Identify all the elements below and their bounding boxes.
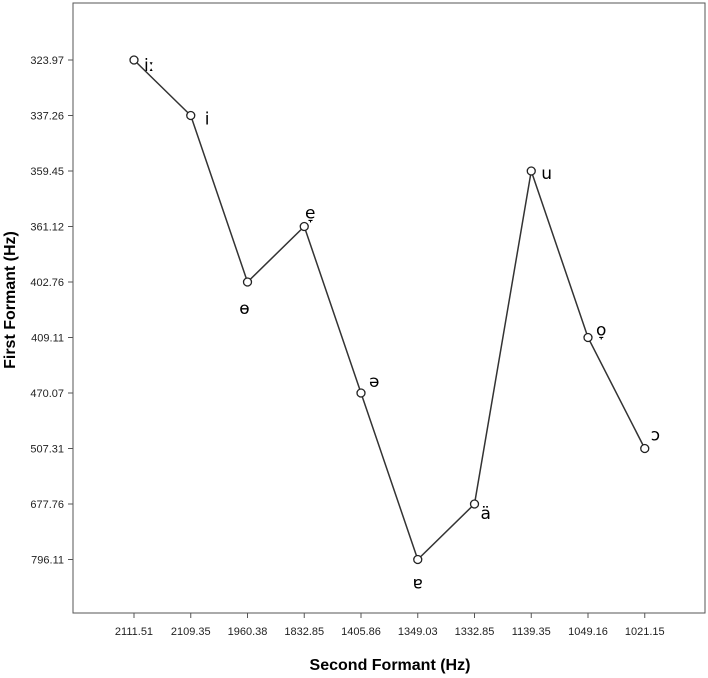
vowel-label: ɔ (651, 426, 660, 446)
x-tick-label: 1960.38 (228, 626, 268, 638)
vowel-label: ə (369, 372, 379, 392)
data-point (583, 332, 593, 343)
data-point (242, 277, 253, 287)
y-tick-label: 337.26 (30, 111, 64, 123)
y-tick-label: 409.11 (31, 333, 64, 345)
data-point (413, 554, 423, 565)
vowel-label: ä (481, 504, 491, 524)
series-layer: iː i ɵ e̞ ə ɐ ä u o̞ ɔ (129, 55, 660, 594)
x-tick-label: 1405.86 (341, 626, 381, 638)
y-tick-label: 402.76 (30, 277, 64, 289)
vowel-label: ɵ (239, 299, 249, 319)
data-point (129, 55, 139, 65)
data-point (186, 110, 196, 121)
y-tick-label: 796.11 (31, 555, 64, 567)
vowel-label: i (205, 110, 210, 130)
x-tick-label: 2111.51 (115, 626, 153, 638)
x-tick-label: 1049.16 (568, 626, 608, 638)
y-axis-title: First Formant (Hz) (2, 231, 19, 369)
vowel-label: iː (144, 56, 154, 76)
y-tick-label: 361.12 (30, 222, 64, 234)
vowel-label: u (541, 164, 552, 184)
vowel-label: e̞ (305, 204, 315, 224)
x-tick-label: 2109.35 (171, 626, 211, 638)
y-axis-ticks: 323.97 337.26 359.45 361.12 402.76 409.11 470.… (30, 55, 73, 567)
y-tick-label: 323.97 (30, 55, 64, 67)
data-point (469, 499, 480, 509)
x-tick-label: 1349.03 (398, 626, 438, 638)
x-tick-label: 1139.35 (512, 626, 551, 638)
y-tick-label: 470.07 (30, 388, 64, 400)
vowel-label: o̞ (596, 321, 606, 341)
vowel-label: ɐ (413, 574, 423, 594)
data-point (299, 221, 309, 232)
x-axis-ticks: 2111.51 2109.35 1960.38 1832.85 1405.86 1349.… (115, 613, 665, 638)
x-tick-label: 1832.85 (284, 626, 324, 638)
x-axis-title: Second Formant (Hz) (310, 657, 471, 674)
y-tick-label: 677.76 (30, 499, 64, 511)
plot-frame (72, 2, 706, 614)
y-tick-label: 359.45 (30, 166, 64, 178)
data-point (526, 166, 536, 176)
x-tick-label: 1332.85 (455, 626, 495, 638)
data-point (640, 443, 650, 454)
x-tick-label: 1021.15 (625, 626, 665, 638)
series-line (133, 59, 646, 561)
y-tick-label: 507.31 (30, 444, 64, 456)
data-point (356, 388, 366, 398)
